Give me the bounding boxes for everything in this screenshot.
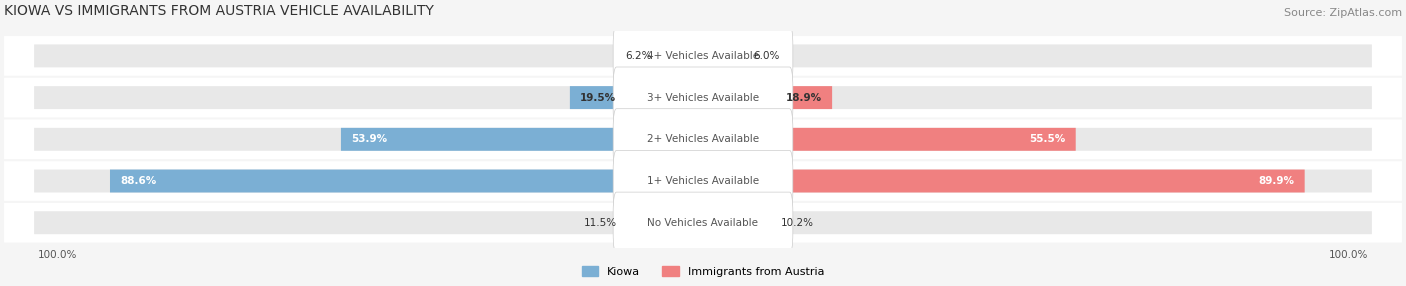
FancyBboxPatch shape	[613, 150, 793, 212]
FancyBboxPatch shape	[34, 44, 700, 67]
FancyBboxPatch shape	[706, 170, 1372, 192]
FancyBboxPatch shape	[706, 211, 1372, 234]
FancyBboxPatch shape	[706, 170, 1305, 192]
FancyBboxPatch shape	[34, 128, 700, 151]
FancyBboxPatch shape	[613, 25, 793, 86]
FancyBboxPatch shape	[706, 86, 1372, 109]
Text: 53.9%: 53.9%	[352, 134, 387, 144]
FancyBboxPatch shape	[706, 128, 1372, 151]
FancyBboxPatch shape	[4, 203, 1402, 243]
Text: KIOWA VS IMMIGRANTS FROM AUSTRIA VEHICLE AVAILABILITY: KIOWA VS IMMIGRANTS FROM AUSTRIA VEHICLE…	[4, 4, 434, 18]
Text: 100.0%: 100.0%	[1329, 250, 1368, 260]
Text: 19.5%: 19.5%	[579, 93, 616, 103]
FancyBboxPatch shape	[34, 170, 700, 192]
Text: 88.6%: 88.6%	[120, 176, 156, 186]
FancyBboxPatch shape	[706, 44, 1372, 67]
FancyBboxPatch shape	[4, 120, 1402, 159]
Text: 100.0%: 100.0%	[38, 250, 77, 260]
FancyBboxPatch shape	[706, 128, 1076, 151]
FancyBboxPatch shape	[613, 67, 793, 128]
Text: Source: ZipAtlas.com: Source: ZipAtlas.com	[1284, 8, 1402, 18]
FancyBboxPatch shape	[613, 192, 793, 253]
Text: 4+ Vehicles Available: 4+ Vehicles Available	[647, 51, 759, 61]
FancyBboxPatch shape	[658, 44, 700, 67]
Text: 18.9%: 18.9%	[786, 93, 823, 103]
Text: No Vehicles Available: No Vehicles Available	[648, 218, 758, 228]
FancyBboxPatch shape	[706, 211, 775, 234]
Text: 89.9%: 89.9%	[1258, 176, 1295, 186]
Text: 1+ Vehicles Available: 1+ Vehicles Available	[647, 176, 759, 186]
Text: 2+ Vehicles Available: 2+ Vehicles Available	[647, 134, 759, 144]
FancyBboxPatch shape	[613, 109, 793, 170]
FancyBboxPatch shape	[110, 170, 700, 192]
FancyBboxPatch shape	[34, 86, 700, 109]
Text: 55.5%: 55.5%	[1029, 134, 1066, 144]
FancyBboxPatch shape	[706, 86, 832, 109]
FancyBboxPatch shape	[569, 86, 700, 109]
FancyBboxPatch shape	[4, 161, 1402, 201]
FancyBboxPatch shape	[706, 44, 747, 67]
Text: 10.2%: 10.2%	[780, 218, 814, 228]
Text: 6.0%: 6.0%	[754, 51, 779, 61]
Text: 3+ Vehicles Available: 3+ Vehicles Available	[647, 93, 759, 103]
FancyBboxPatch shape	[4, 78, 1402, 118]
FancyBboxPatch shape	[623, 211, 700, 234]
Text: 6.2%: 6.2%	[626, 51, 652, 61]
FancyBboxPatch shape	[34, 211, 700, 234]
Text: 11.5%: 11.5%	[583, 218, 616, 228]
FancyBboxPatch shape	[340, 128, 700, 151]
FancyBboxPatch shape	[4, 36, 1402, 76]
Legend: Kiowa, Immigrants from Austria: Kiowa, Immigrants from Austria	[576, 262, 830, 281]
